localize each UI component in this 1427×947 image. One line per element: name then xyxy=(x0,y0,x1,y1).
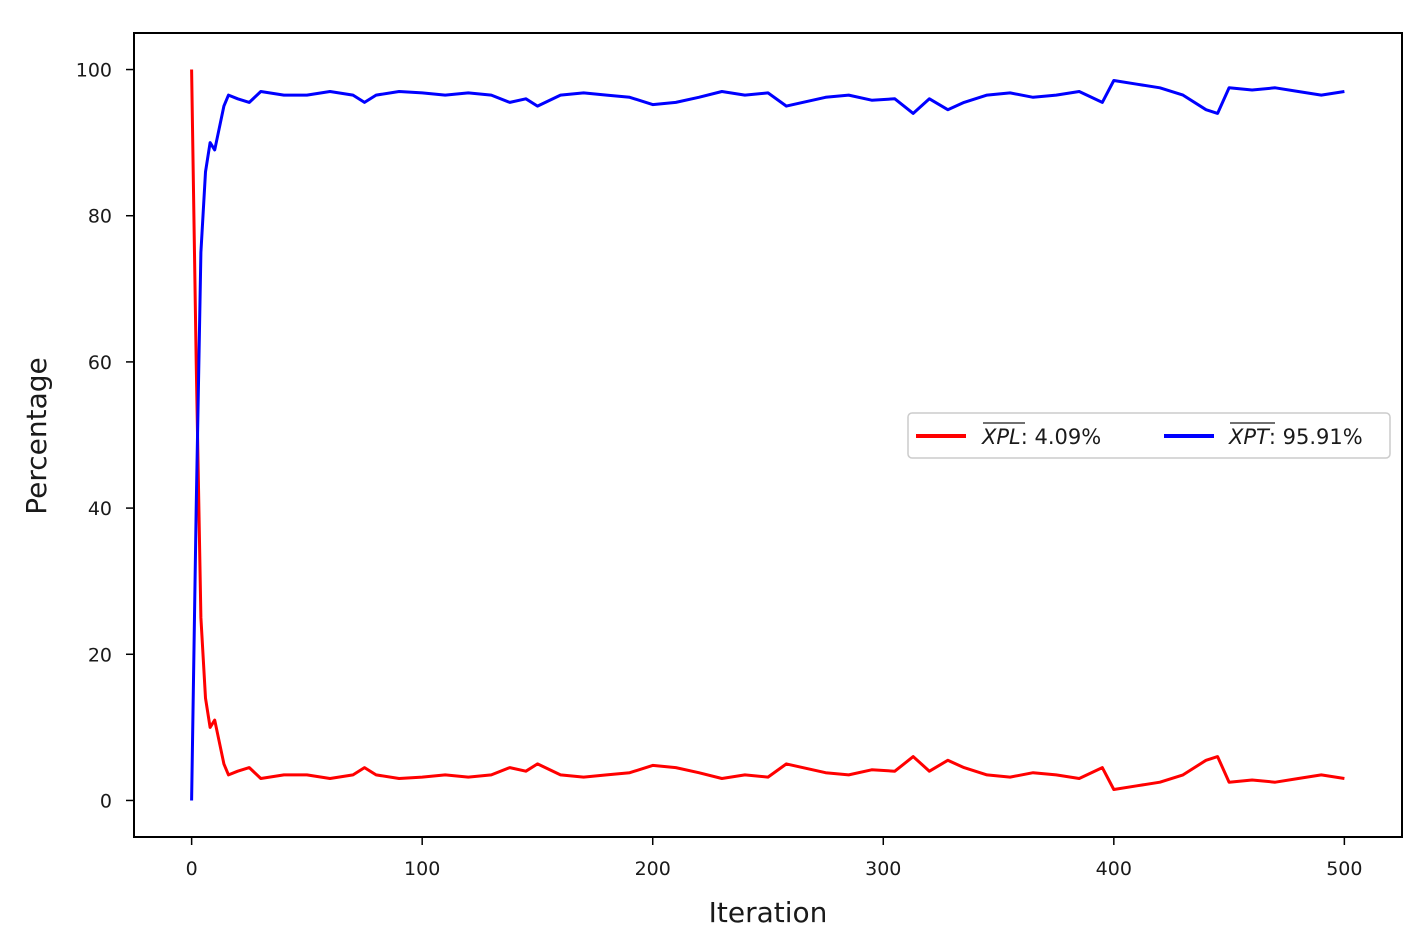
x-axis-ticks: 0 100 200 300 400 500 xyxy=(186,837,1362,880)
y-tick-label: 20 xyxy=(88,644,112,666)
y-tick-label: 40 xyxy=(88,498,112,520)
x-tick-label: 300 xyxy=(865,858,901,880)
series-layer xyxy=(190,69,1345,801)
x-tick-label: 100 xyxy=(404,858,440,880)
y-tick-label: 0 xyxy=(100,790,112,812)
series-line-xpl xyxy=(190,69,1345,791)
legend-label-xpt: XPT: 95.91% xyxy=(1228,425,1363,449)
series-line-xpt xyxy=(190,79,1345,801)
y-tick-label: 80 xyxy=(88,206,112,228)
legend-symbol-xpt: XPT xyxy=(1228,425,1271,449)
x-tick-label: 200 xyxy=(635,858,671,880)
legend-value-xpl: : 4.09% xyxy=(1021,425,1101,449)
legend-label-xpl: XPL: 4.09% xyxy=(981,425,1101,449)
y-tick-label: 60 xyxy=(88,352,112,374)
x-axis-label: Iteration xyxy=(709,896,828,929)
y-tick-label: 100 xyxy=(76,60,112,82)
x-tick-label: 400 xyxy=(1096,858,1132,880)
legend-value-xpt: : 95.91% xyxy=(1269,425,1363,449)
legend: XPL: 4.09% XPT: 95.91% xyxy=(907,412,1391,459)
x-tick-label: 0 xyxy=(186,858,198,880)
x-tick-label: 500 xyxy=(1326,858,1362,880)
y-axis-ticks: 0 20 40 60 80 100 xyxy=(76,60,134,812)
legend-box xyxy=(907,412,1391,459)
y-axis-label: Percentage xyxy=(20,357,53,515)
legend-symbol-xpl: XPL xyxy=(981,425,1021,449)
